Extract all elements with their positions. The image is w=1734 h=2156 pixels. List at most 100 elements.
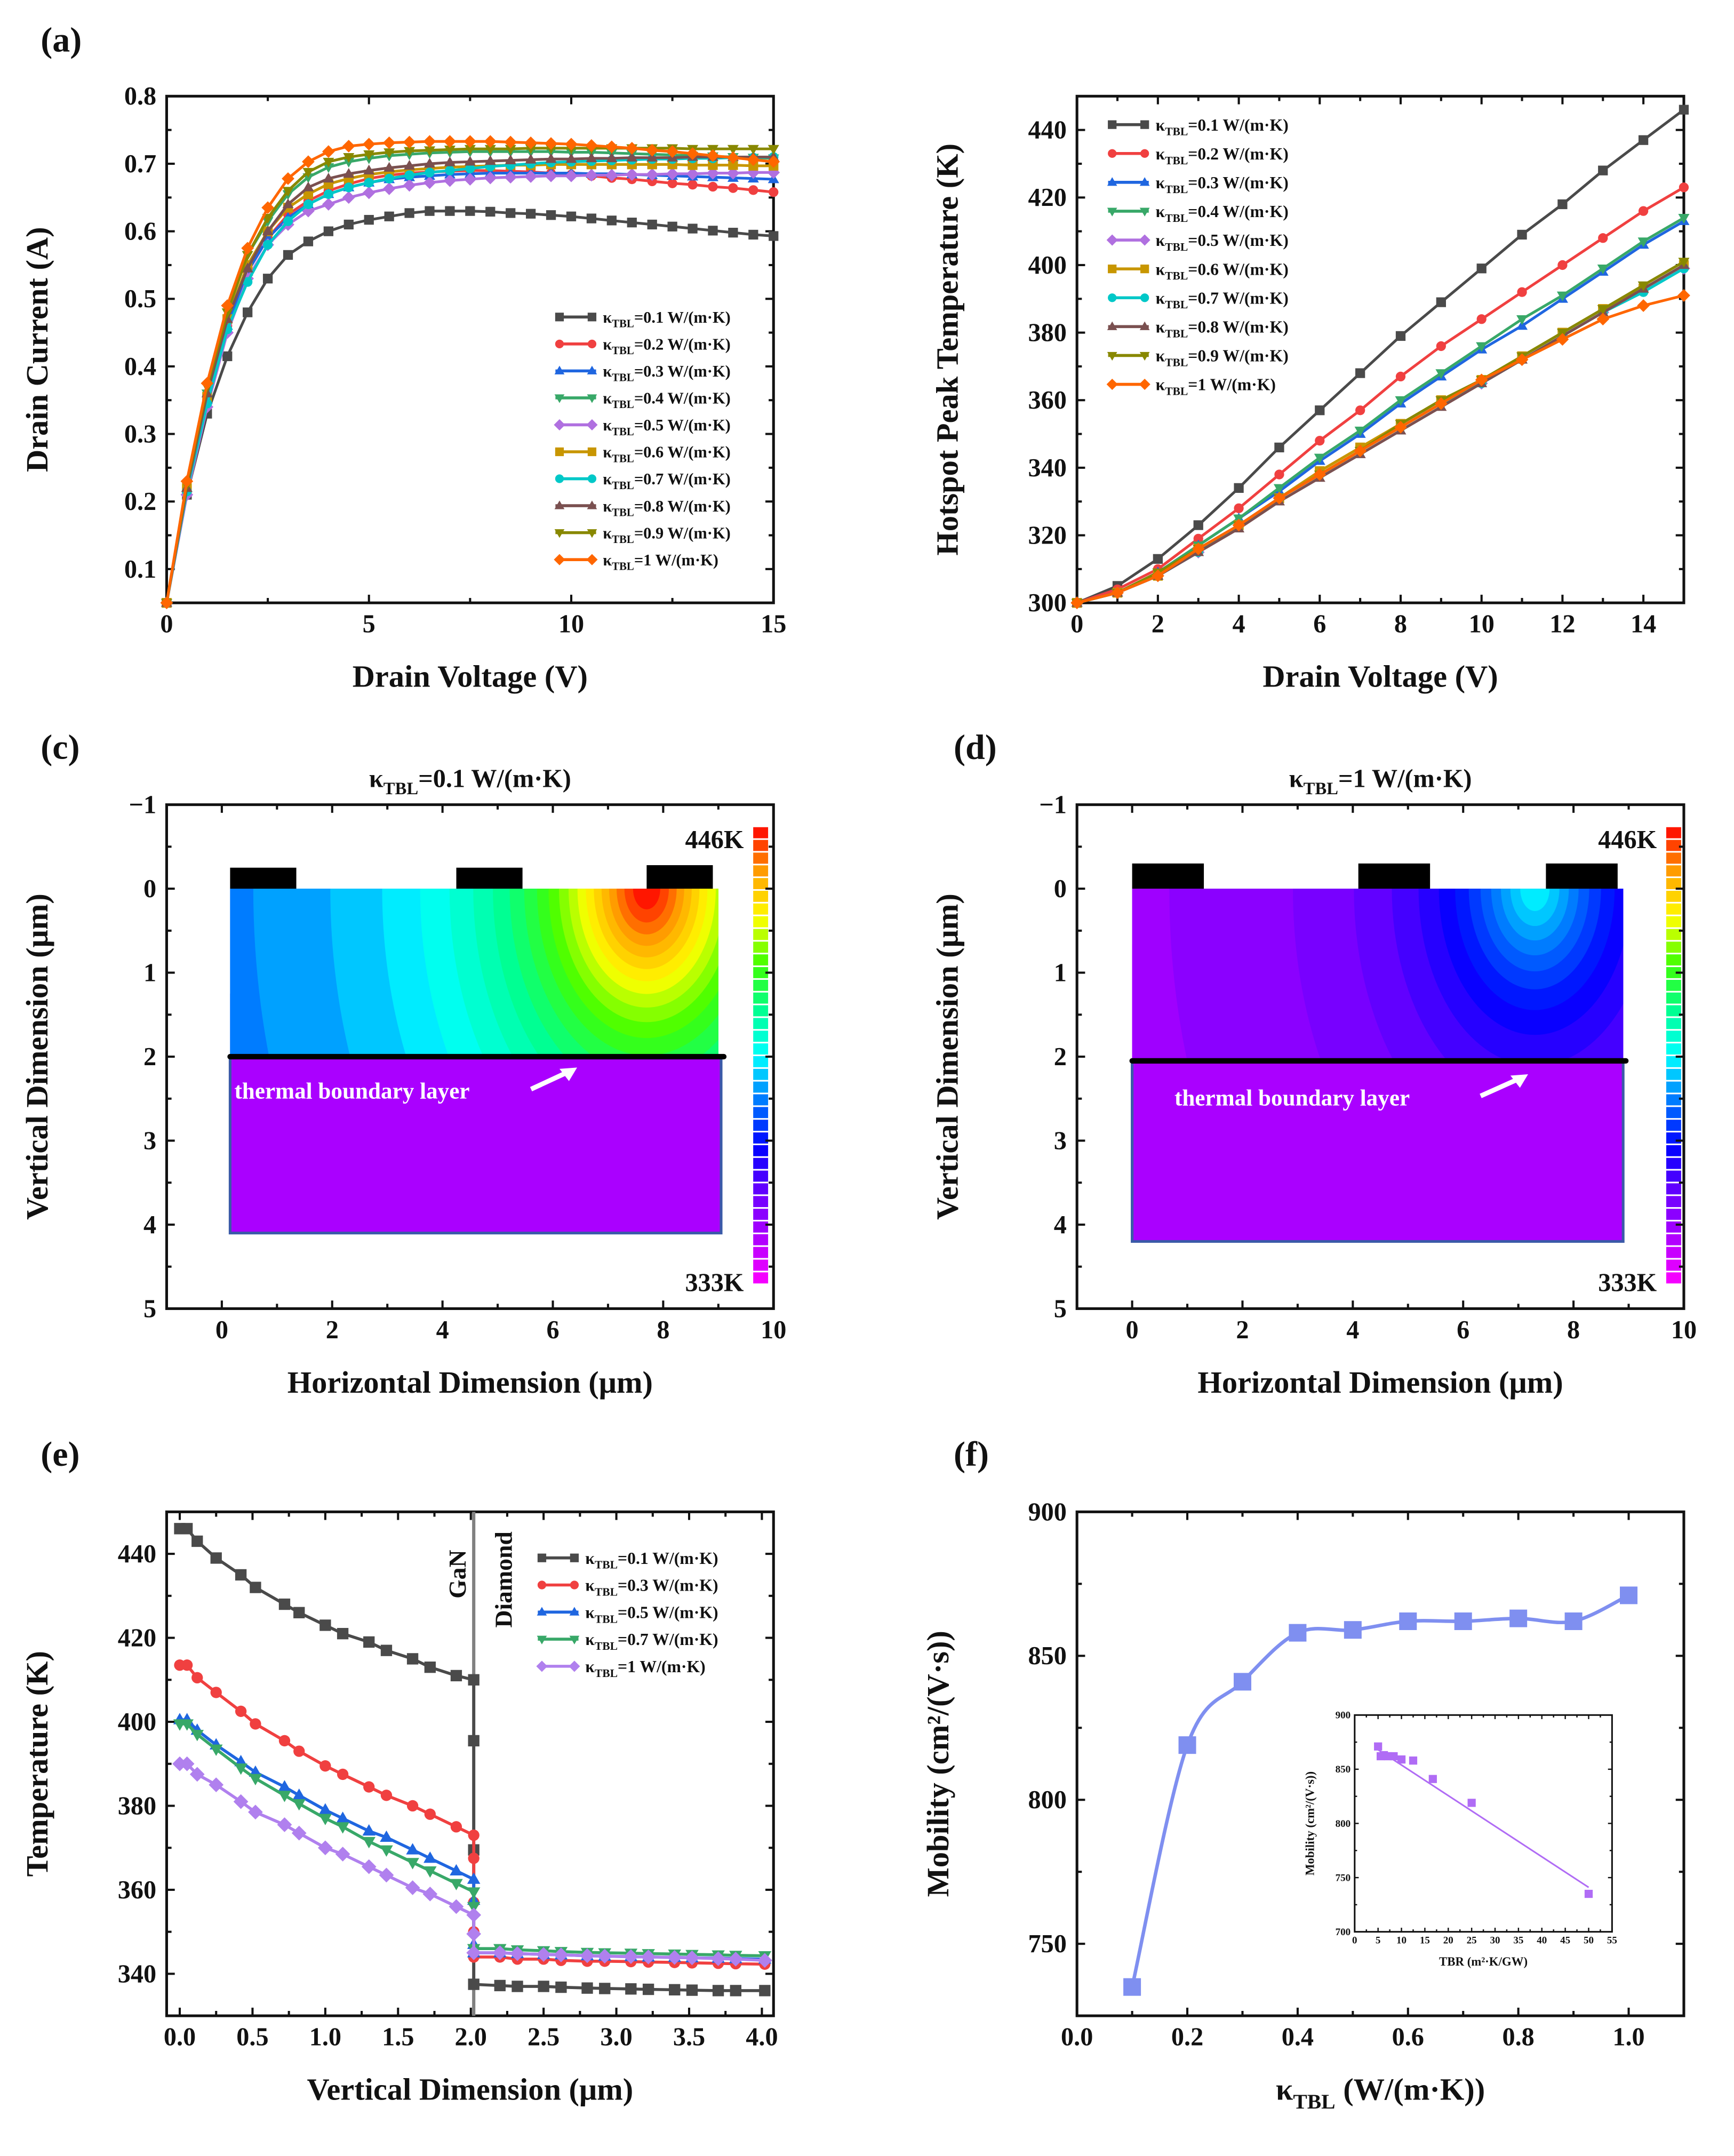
axis-ticks (1076, 95, 1685, 604)
panel-e-temperature-profile: (e) 0.0 0.5 1.0 1.5 2.0 2.5 3.0 3.5 4.0 340 360 380 4… (20, 1435, 778, 2107)
colorbar-segment (753, 1183, 769, 1195)
y-tick-label: 800 (1028, 1786, 1066, 1814)
data-point-marker (1620, 1586, 1638, 1604)
data-point-marker (1355, 368, 1365, 378)
label-rest: =0.6 W/(m·K) (1188, 260, 1289, 278)
colorbar-segment (753, 890, 769, 902)
data-point-marker (323, 172, 334, 183)
data-point-marker (769, 187, 779, 197)
data-point-marker (769, 231, 779, 241)
kappa-symbol: κ (369, 765, 383, 793)
colorbar-segment (1666, 967, 1681, 978)
data-point-marker (569, 1635, 580, 1644)
y-axis-title: Vertical Dimension (μm) (930, 893, 965, 1220)
data-point-marker (728, 228, 738, 238)
kappa-symbol: κ (603, 416, 612, 434)
label-rest: =0.7 W/(m·K) (618, 1630, 718, 1649)
plot-frame (1075, 94, 1685, 604)
legend-item: κTBL=0.1 W/(m·K) (537, 1549, 718, 1571)
panel-f-mobility: (f) 0.0 0.2 0.4 0.6 0.8 1.0 750 800 850 900 κTBL (W… (921, 1435, 1685, 2113)
data-point-marker (262, 239, 273, 250)
data-point-marker (1193, 520, 1203, 530)
data-point-marker (525, 154, 537, 164)
data-point-marker (318, 1803, 332, 1815)
data-point-marker (1395, 396, 1407, 406)
data-point-marker (235, 1705, 247, 1717)
legend-label: κTBL=0.2 W/(m·K) (603, 336, 731, 357)
label-rest: =0.7 W/(m·K) (634, 470, 731, 488)
plot-frame (165, 803, 775, 1310)
data-point-marker (555, 447, 564, 457)
data-point-marker (465, 163, 475, 173)
data-point-marker (342, 191, 355, 204)
y-tick-label: 0 (143, 875, 156, 903)
legend-label: κTBL=0.6 W/(m·K) (603, 443, 731, 465)
data-point-marker (190, 1730, 204, 1742)
colorbar-segment (753, 1107, 769, 1119)
data-point-marker (565, 153, 577, 163)
data-point-marker (468, 1978, 480, 1990)
data-point-marker (277, 1817, 292, 1832)
data-point-marker (686, 167, 699, 180)
data-point-marker (318, 1814, 332, 1825)
data-point-marker (364, 214, 374, 225)
legend-item: κTBL=0.3 W/(m·K) (537, 1576, 718, 1598)
colorbar-segment (1666, 903, 1681, 915)
data-point-marker (362, 1824, 375, 1836)
legend-label: κTBL=0.7 W/(m·K) (603, 470, 731, 492)
data-point-marker (1139, 378, 1150, 390)
data-point-marker (1638, 135, 1649, 145)
data-point-marker (586, 213, 597, 223)
data-point-marker (262, 225, 274, 235)
colorbar-segment (753, 878, 769, 889)
data-point-marker (1376, 1752, 1385, 1761)
colorbar-segment (753, 992, 769, 1004)
y-tick-label: 0.7 (124, 150, 156, 178)
data-point-marker (1679, 182, 1689, 193)
data-point-marker (384, 173, 394, 183)
metal-contact (1358, 863, 1431, 889)
data-point-marker (625, 141, 638, 155)
data-point-marker (1108, 120, 1117, 129)
subscript: TBL (1165, 241, 1188, 253)
data-point-marker (383, 148, 395, 158)
colorbar-segment (753, 1068, 769, 1080)
kappa-symbol: κ (603, 497, 612, 515)
data-point-marker (283, 216, 293, 226)
data-point-marker (406, 1858, 419, 1870)
colorbar-segment (1666, 1209, 1681, 1220)
arrow-icon (530, 1067, 577, 1091)
data-point-marker (1139, 234, 1150, 246)
subscript: TBL (595, 1559, 618, 1571)
label-rest: =0.2 W/(m·K) (1188, 145, 1289, 163)
data-point-marker (363, 164, 375, 174)
colorbar-segment (753, 941, 769, 953)
y-tick-label: 1 (143, 959, 156, 987)
data-point-marker (504, 171, 517, 184)
data-point-marker (222, 351, 233, 362)
data-point-marker (423, 157, 436, 168)
data-point-marker (380, 1644, 393, 1656)
data-point-marker (580, 1948, 595, 1963)
x-tick-label: 0.2 (1171, 2023, 1203, 2051)
data-point-marker (1234, 483, 1244, 493)
x-tick-label: 25 (1467, 1935, 1477, 1946)
data-point-marker (1274, 469, 1284, 480)
data-point-marker (323, 189, 334, 199)
data-point-marker (625, 168, 638, 181)
y-tick-label: 900 (1028, 1498, 1066, 1526)
colorbar-segment (753, 1234, 769, 1245)
data-point-marker (494, 1979, 506, 1992)
data-point-marker (669, 1984, 681, 1995)
x-tick-label: 45 (1560, 1935, 1570, 1946)
colorbar-segment (753, 1221, 769, 1233)
data-point-marker (445, 206, 455, 216)
data-point-marker (380, 1830, 393, 1842)
colorbar-segment (1666, 1234, 1681, 1245)
data-point-marker (1314, 453, 1325, 464)
data-point-marker (748, 185, 758, 195)
legend-label: κTBL=0.7 W/(m·K) (585, 1630, 718, 1652)
x-tick-label: 12 (1549, 610, 1575, 638)
y-tick-label: 3 (1054, 1127, 1067, 1155)
data-point-marker (1564, 1612, 1583, 1631)
